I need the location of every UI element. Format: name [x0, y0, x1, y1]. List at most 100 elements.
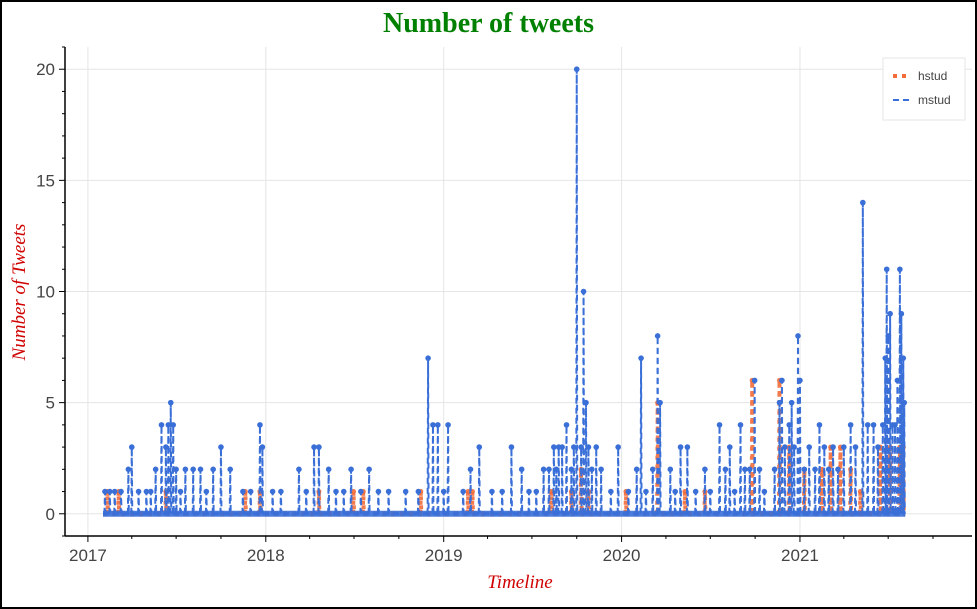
series-segment	[599, 469, 603, 514]
series-segment	[616, 447, 620, 514]
data-point	[508, 444, 515, 450]
data-point	[573, 66, 580, 73]
data-point	[173, 466, 179, 473]
legend-label-mstud: mstud	[918, 93, 951, 107]
chart-title: Number of tweets	[383, 8, 594, 39]
data-point	[518, 466, 525, 473]
data-point	[722, 466, 729, 473]
series-segment	[174, 469, 178, 514]
data-point	[860, 199, 866, 206]
data-point	[898, 310, 905, 317]
data-point	[358, 488, 364, 495]
data-point	[296, 466, 302, 473]
series-segment	[560, 447, 564, 514]
series-segment	[872, 424, 876, 514]
data-point	[883, 266, 890, 273]
data-point	[638, 355, 644, 361]
data-point	[707, 488, 714, 495]
series-segment	[656, 335, 660, 514]
series-segment	[104, 491, 110, 514]
series-segment	[827, 469, 831, 514]
data-point	[445, 422, 451, 428]
data-point	[901, 399, 908, 406]
series-segment	[743, 469, 747, 514]
series-segment	[404, 491, 408, 514]
series-segment	[569, 469, 573, 514]
series-segment	[694, 491, 698, 514]
series-segment	[119, 491, 123, 514]
series-segment	[469, 491, 475, 514]
data-point	[692, 488, 699, 495]
series-segment	[304, 491, 308, 514]
data-point	[580, 288, 587, 295]
x-tick-label: 2017	[69, 546, 107, 565]
data-point	[864, 422, 871, 428]
data-point	[870, 422, 877, 428]
data-point	[801, 466, 808, 473]
series-segment	[376, 491, 380, 514]
y-tick-label: 0	[46, 505, 55, 524]
series-segment	[554, 469, 558, 514]
series-segment	[828, 447, 834, 514]
data-point	[240, 488, 246, 495]
data-point	[585, 444, 592, 450]
data-point	[348, 466, 354, 473]
data-point	[430, 422, 436, 428]
series-segment	[509, 447, 513, 514]
series-segment	[831, 447, 835, 514]
data-point	[402, 488, 409, 495]
series-segment	[228, 469, 232, 514]
series-segment	[584, 402, 588, 514]
data-point	[779, 377, 785, 384]
data-point	[118, 488, 124, 495]
data-point	[788, 399, 795, 406]
data-point	[761, 488, 768, 495]
series-segment	[249, 491, 253, 514]
series-segment	[899, 313, 903, 514]
series-segment	[552, 447, 556, 514]
series-segment	[520, 469, 524, 514]
series-segment	[154, 469, 158, 514]
data-point	[325, 466, 332, 473]
series-segment	[103, 491, 107, 514]
data-point	[546, 466, 552, 473]
data-point	[526, 488, 532, 495]
data-point	[259, 444, 266, 450]
data-point	[551, 444, 557, 450]
series-segment	[465, 491, 471, 514]
data-point	[825, 466, 832, 473]
data-point	[385, 488, 392, 495]
series-segment	[160, 424, 163, 514]
y-tick-label: 5	[46, 394, 55, 413]
data-point	[771, 466, 778, 473]
series-segment	[199, 469, 202, 514]
series-segment	[469, 469, 472, 514]
series-segment	[842, 447, 846, 514]
series-segment	[351, 491, 357, 514]
series-segment	[837, 447, 843, 514]
data-point	[571, 444, 577, 450]
series-segment	[166, 424, 170, 514]
series-segment	[327, 469, 331, 514]
series-segment	[279, 491, 283, 514]
series-segment	[359, 491, 363, 514]
series-segment	[442, 491, 446, 514]
data-point	[608, 488, 614, 495]
data-point	[111, 488, 118, 495]
series-segment	[762, 491, 766, 514]
series-segment	[682, 491, 688, 514]
series-layer	[102, 66, 908, 517]
data-point	[425, 355, 431, 361]
data-point	[742, 466, 748, 473]
series-segment	[297, 469, 301, 514]
legend: hstud mstud	[882, 57, 966, 121]
data-point	[654, 333, 661, 339]
data-point	[152, 466, 159, 473]
data-point	[589, 466, 595, 473]
data-point	[643, 488, 649, 495]
series-segment	[718, 424, 722, 514]
data-point	[218, 444, 224, 450]
data-point	[791, 444, 797, 450]
series-segment	[822, 447, 826, 514]
data-point	[135, 488, 142, 495]
